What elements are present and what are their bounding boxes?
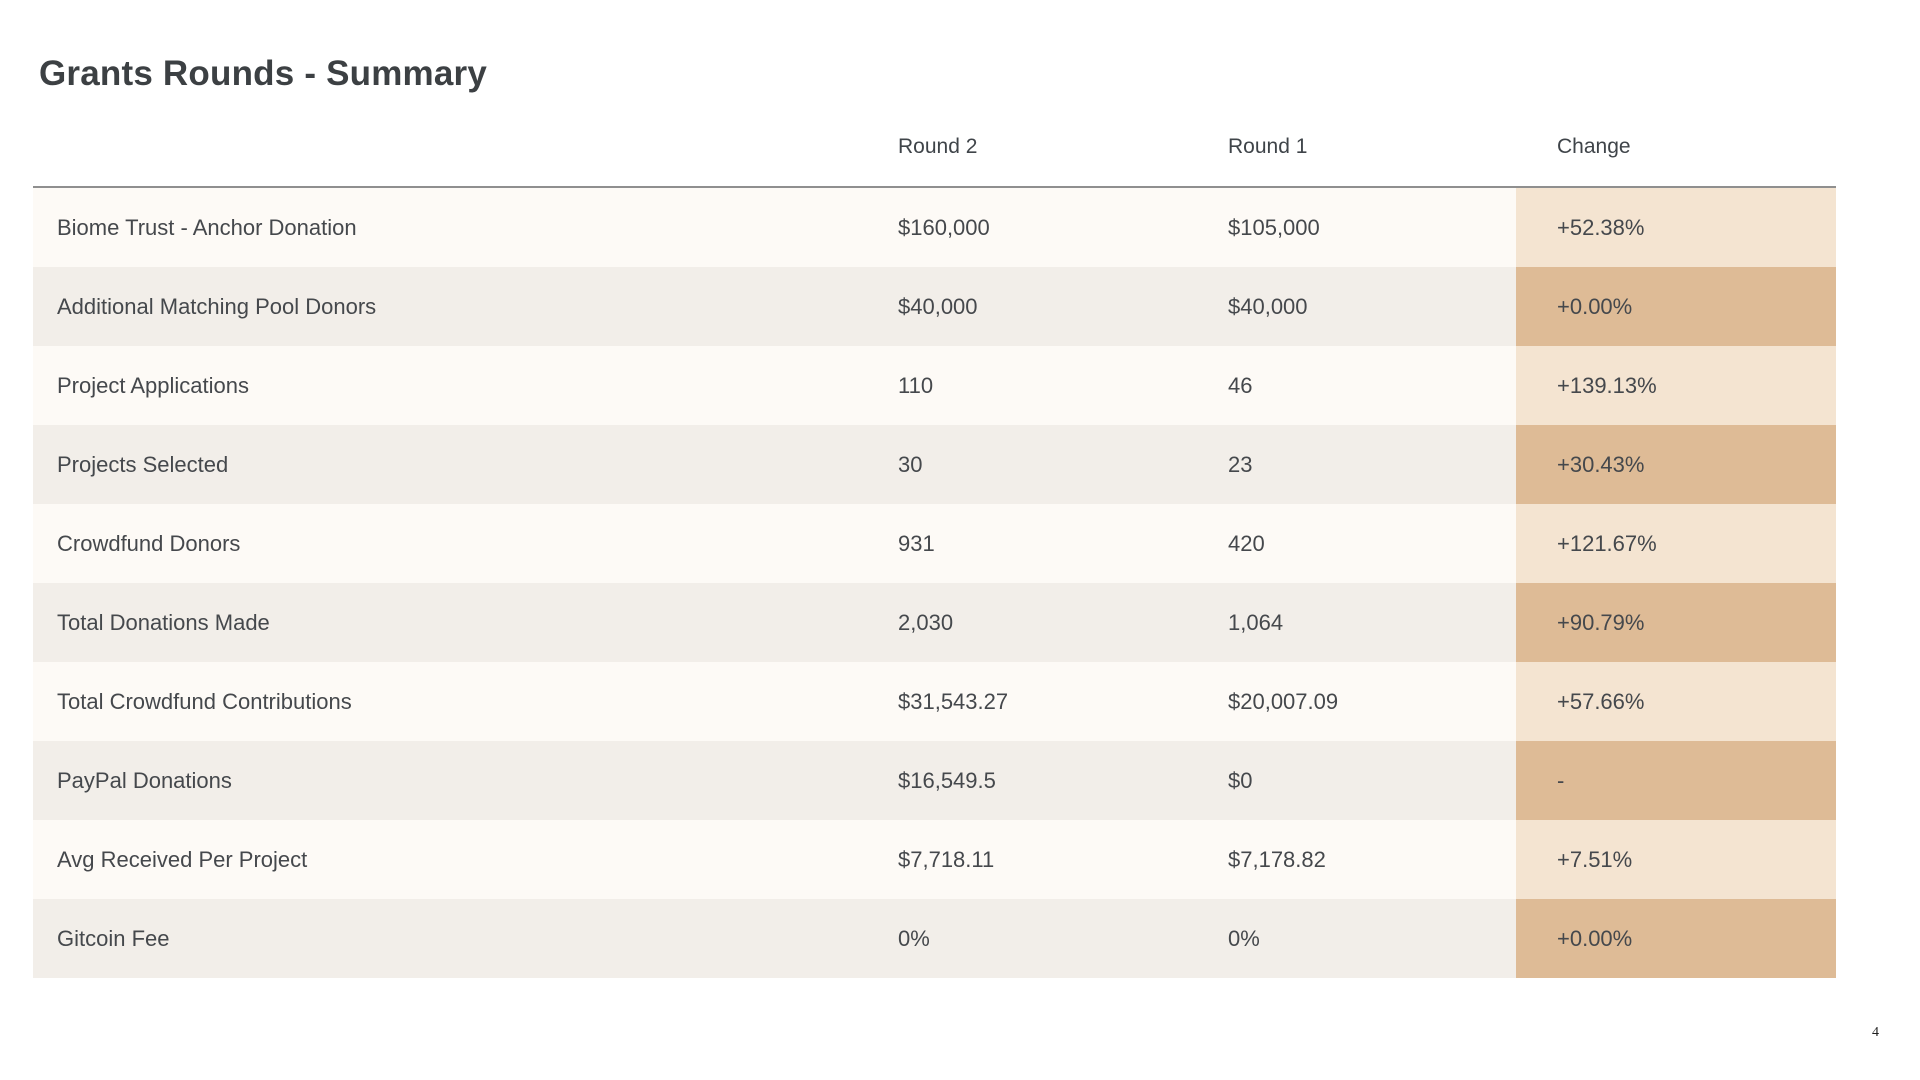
cell-round2: $7,718.11 [898, 846, 995, 872]
cell-round1: 23 [1228, 451, 1253, 477]
cell-round1: 46 [1228, 372, 1253, 398]
page-title: Grants Rounds - Summary [39, 54, 488, 93]
cell-change: +7.51% [1516, 820, 1836, 899]
table-row: Total Donations Made 2,030 1,064 +90.79% [33, 583, 1836, 662]
cell-round1: 0% [1228, 925, 1260, 951]
cell-round1: 420 [1228, 530, 1265, 556]
cell-round1: 1,064 [1228, 609, 1284, 635]
cell-round2: 0% [898, 925, 930, 951]
cell-change: - [1516, 741, 1836, 820]
table-row: Avg Received Per Project $7,718.11 $7,17… [33, 820, 1836, 899]
column-header-round2: Round 2 [898, 135, 978, 158]
cell-round2: $40,000 [898, 293, 978, 319]
column-header-change: Change [1557, 135, 1631, 158]
column-header-round1: Round 1 [1228, 135, 1308, 158]
cell-round2: $160,000 [898, 214, 990, 240]
row-label: Additional Matching Pool Donors [57, 293, 377, 319]
cell-change: +57.66% [1516, 662, 1836, 741]
row-label: Biome Trust - Anchor Donation [57, 214, 357, 240]
table-row: Project Applications 110 46 +139.13% [33, 346, 1836, 425]
table-header: Round 2 Round 1 Change [33, 108, 1836, 188]
cell-round1: $20,007.09 [1228, 688, 1339, 714]
cell-round2: 931 [898, 530, 935, 556]
table-row: Crowdfund Donors 931 420 +121.67% [33, 504, 1836, 583]
summary-table: Round 2 Round 1 Change Biome Trust - Anc… [33, 108, 1836, 978]
cell-round2: 110 [898, 372, 934, 398]
cell-change: +0.00% [1516, 267, 1836, 346]
table-row: Biome Trust - Anchor Donation $160,000 $… [33, 188, 1836, 267]
cell-change: +90.79% [1516, 583, 1836, 662]
row-label: Gitcoin Fee [57, 925, 170, 951]
table-row: Total Crowdfund Contributions $31,543.27… [33, 662, 1836, 741]
cell-change: +52.38% [1516, 188, 1836, 267]
cell-change: +0.00% [1516, 899, 1836, 978]
cell-round2: $31,543.27 [898, 688, 1009, 714]
row-label: Project Applications [57, 372, 249, 398]
page-number: 4 [1872, 1025, 1879, 1040]
cell-round2: 30 [898, 451, 923, 477]
row-label: Avg Received Per Project [57, 846, 308, 872]
cell-round1: $0 [1228, 767, 1253, 793]
cell-round1: $105,000 [1228, 214, 1320, 240]
cell-change: +30.43% [1516, 425, 1836, 504]
row-label: Projects Selected [57, 451, 229, 477]
cell-change: +121.67% [1516, 504, 1836, 583]
cell-round2: $16,549.5 [898, 767, 996, 793]
cell-round1: $7,178.82 [1228, 846, 1326, 872]
row-label: PayPal Donations [57, 767, 232, 793]
cell-change: +139.13% [1516, 346, 1836, 425]
table-row: Gitcoin Fee 0% 0% +0.00% [33, 899, 1836, 978]
table-row: Additional Matching Pool Donors $40,000 … [33, 267, 1836, 346]
row-label: Crowdfund Donors [57, 530, 241, 556]
table-body: Biome Trust - Anchor Donation $160,000 $… [33, 188, 1836, 978]
table-row: Projects Selected 30 23 +30.43% [33, 425, 1836, 504]
cell-round1: $40,000 [1228, 293, 1308, 319]
table-row: PayPal Donations $16,549.5 $0 - [33, 741, 1836, 820]
row-label: Total Crowdfund Contributions [57, 688, 352, 714]
cell-round2: 2,030 [898, 609, 954, 635]
row-label: Total Donations Made [57, 609, 270, 635]
